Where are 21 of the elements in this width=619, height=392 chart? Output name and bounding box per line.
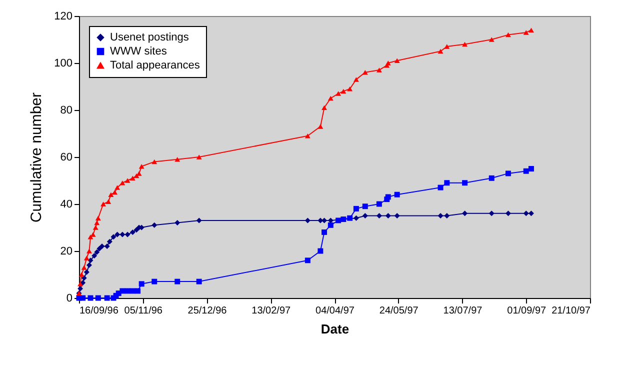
x-tick-label: 01/09/97: [507, 306, 547, 316]
y-tick-label: 40: [60, 198, 72, 210]
legend-label: Usenet postings: [110, 32, 190, 44]
x-tick-label: 25/12/96: [188, 306, 228, 316]
x-tick-label: 24/05/97: [379, 306, 419, 316]
x-tick-label: 05/11/96: [124, 306, 163, 316]
x-tick-label: 13/02/97: [252, 306, 292, 316]
y-tick-label: 0: [66, 292, 72, 304]
y-tick-label: 120: [54, 10, 72, 22]
y-axis-title: Cumulative number: [28, 92, 46, 223]
x-tick-label: 04/04/97: [316, 306, 355, 316]
y-tick-label: 60: [60, 152, 72, 164]
legend-label: Total appearances: [110, 60, 200, 72]
y-tick-label: 20: [60, 246, 72, 258]
x-tick-label: 13/07/97: [443, 306, 483, 316]
y-tick-label: 100: [54, 58, 72, 70]
x-tick-label: 21/10/97: [552, 306, 591, 316]
x-tick-label: 16/09/96: [80, 306, 119, 316]
x-axis-title: Date: [320, 322, 350, 336]
legend-label: WWW sites: [110, 46, 168, 58]
y-tick-label: 80: [60, 104, 72, 116]
